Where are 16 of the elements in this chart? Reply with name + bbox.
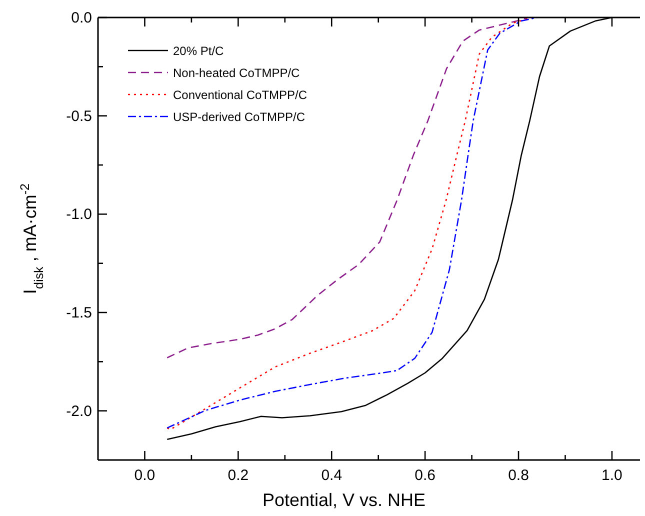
y-tick-label: 0.0 xyxy=(71,10,92,26)
y-tick-label: -0.5 xyxy=(66,108,92,125)
y-tick-label: -1.5 xyxy=(66,304,92,322)
x-tick-label: 0.4 xyxy=(321,467,342,484)
x-tick-label: 1.0 xyxy=(602,467,622,484)
legend-label: Conventional CoTMPP/C xyxy=(173,88,308,102)
x-tick-label: 0.2 xyxy=(228,467,249,484)
x-axis-title: Potential, V vs. NHE xyxy=(262,490,426,510)
x-tick-label: 0.6 xyxy=(414,467,436,484)
legend-label: 20% Pt/C xyxy=(173,44,224,58)
legend-label: Non-heated CoTMPP/C xyxy=(173,66,300,80)
x-tick-label: 0.0 xyxy=(134,467,156,484)
x-tick-label: 0.8 xyxy=(508,467,529,484)
y-tick-label: -1.0 xyxy=(66,206,92,224)
y-tick-label: -2.0 xyxy=(66,402,92,420)
legend-label: USP-derived CoTMPP/C xyxy=(173,110,306,124)
